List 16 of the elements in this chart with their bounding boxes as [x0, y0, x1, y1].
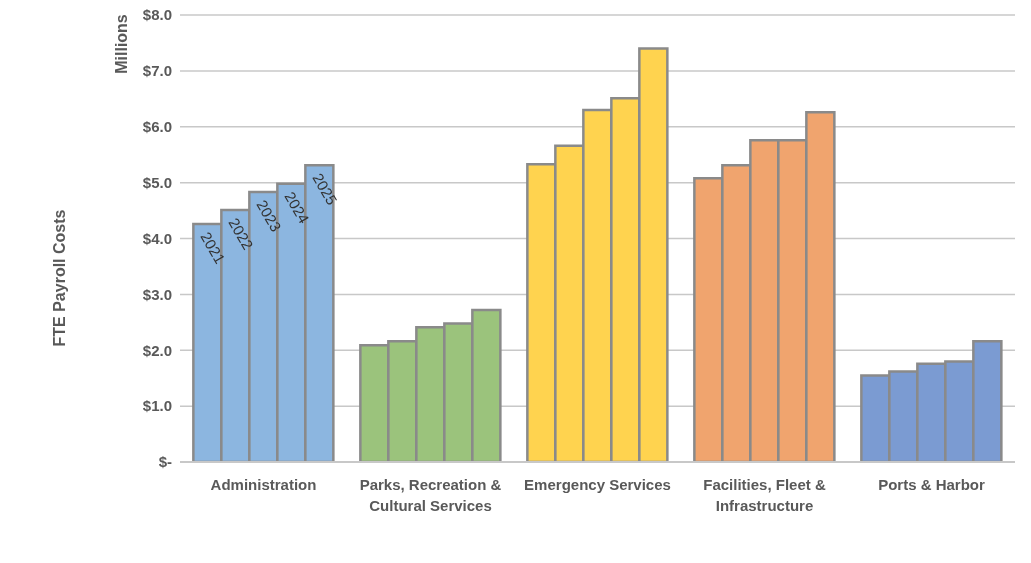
y-axis-title: FTE Payroll Costs — [51, 209, 69, 347]
y-tick-label: $2.0 — [142, 341, 172, 359]
y-tick-label: $1.0 — [142, 397, 172, 415]
y-tick-label: $8.0 — [142, 6, 172, 24]
x-tick-label: Administration — [210, 476, 317, 493]
y-tick-label: $3.0 — [142, 285, 172, 303]
y-tick-label: $5.0 — [142, 173, 172, 191]
x-tick-label: Facilities, Fleet & Infrastructure — [703, 476, 826, 514]
text: Millions — [113, 14, 131, 74]
y-tick-label: $4.0 — [142, 229, 172, 247]
x-tick-label: Emergency Services — [524, 476, 671, 493]
x-tick-label: Ports & Harbor — [878, 476, 985, 493]
y-tick-label: $6.0 — [142, 118, 172, 136]
y-tick-label: $- — [158, 453, 172, 471]
x-tick-label: Parks, Recreation & Cultural Services — [359, 476, 502, 514]
y-tick-label: $7.0 — [142, 62, 172, 80]
